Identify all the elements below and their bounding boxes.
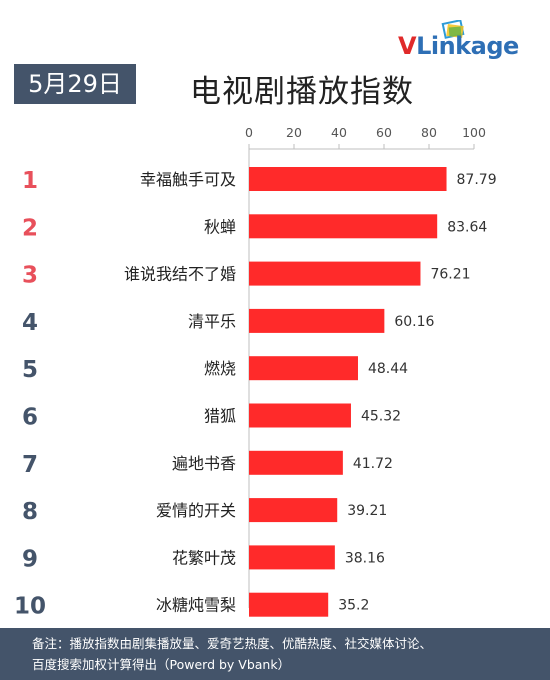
category-label: 遍地书香	[172, 454, 236, 473]
category-label: 花繁叶茂	[172, 548, 236, 567]
x-tick-label: 20	[286, 125, 302, 140]
bar	[249, 545, 335, 570]
bar	[249, 498, 338, 523]
logo-text: VLinkage	[398, 32, 519, 60]
bar	[249, 308, 385, 333]
logo-text-first: V	[398, 32, 417, 60]
bar	[249, 403, 351, 428]
category-label: 秋蝉	[204, 217, 236, 236]
value-label: 35.2	[338, 598, 369, 614]
value-label: 41.72	[353, 456, 393, 472]
value-label: 60.16	[394, 314, 434, 330]
x-tick-label: 40	[331, 125, 347, 140]
value-label: 39.21	[347, 503, 387, 519]
value-label: 83.64	[447, 219, 487, 235]
rank-number: 1	[22, 168, 38, 194]
bar	[249, 214, 438, 239]
rank-number: 6	[22, 405, 38, 431]
category-label: 冰糖炖雪梨	[156, 596, 236, 615]
category-label: 燃烧	[204, 359, 236, 378]
vlinkage-logo: VLinkage	[398, 20, 528, 64]
value-label: 38.16	[345, 550, 385, 566]
page-title: 电视剧播放指数	[190, 74, 414, 110]
rank-number: 4	[22, 310, 38, 336]
rank-number: 7	[22, 452, 38, 478]
bar	[249, 450, 343, 475]
category-label: 清平乐	[188, 312, 236, 331]
rank-number: 8	[22, 499, 38, 525]
x-tick-label: 60	[376, 125, 392, 140]
rank-number: 10	[14, 594, 46, 618]
value-label: 87.79	[457, 172, 497, 188]
bar	[249, 356, 358, 381]
footnote: 备注：播放指数由剧集播放量、爱奇艺热度、优酷热度、社交媒体讨论、 百度搜索加权计…	[0, 628, 550, 680]
category-label: 幸福触手可及	[140, 170, 236, 189]
category-label: 谁说我结不了婚	[124, 265, 236, 284]
bar	[249, 592, 329, 617]
rank-number: 5	[22, 357, 38, 383]
x-tick-label: 0	[245, 125, 253, 140]
x-tick-label: 100	[462, 125, 486, 140]
rank-number: 3	[22, 263, 38, 289]
bar	[249, 167, 447, 191]
footnote-line-2: 百度搜索加权计算得出（Powerd by Vbank）	[32, 657, 291, 672]
category-label: 爱情的开关	[156, 501, 236, 520]
value-label: 45.32	[361, 409, 401, 425]
logo-text-rest: Linkage	[416, 32, 519, 60]
value-label: 48.44	[368, 361, 408, 377]
rank-number: 9	[22, 546, 38, 572]
footnote-line-1: 备注：播放指数由剧集播放量、爱奇艺热度、优酷热度、社交媒体讨论、	[32, 636, 433, 651]
category-label: 猎狐	[204, 407, 236, 426]
bar	[249, 261, 421, 286]
date-badge: 5月29日	[14, 64, 136, 104]
bar-chart: 0 20 40 60 80 100 1 幸福触手可及 87.79 2 秋蝉 83.64 3 谁说我结不了婚…	[14, 125, 497, 618]
value-label: 76.21	[430, 267, 470, 283]
rank-number: 2	[22, 215, 38, 241]
logo-mark-icon	[441, 20, 465, 39]
x-tick-label: 80	[421, 125, 437, 140]
